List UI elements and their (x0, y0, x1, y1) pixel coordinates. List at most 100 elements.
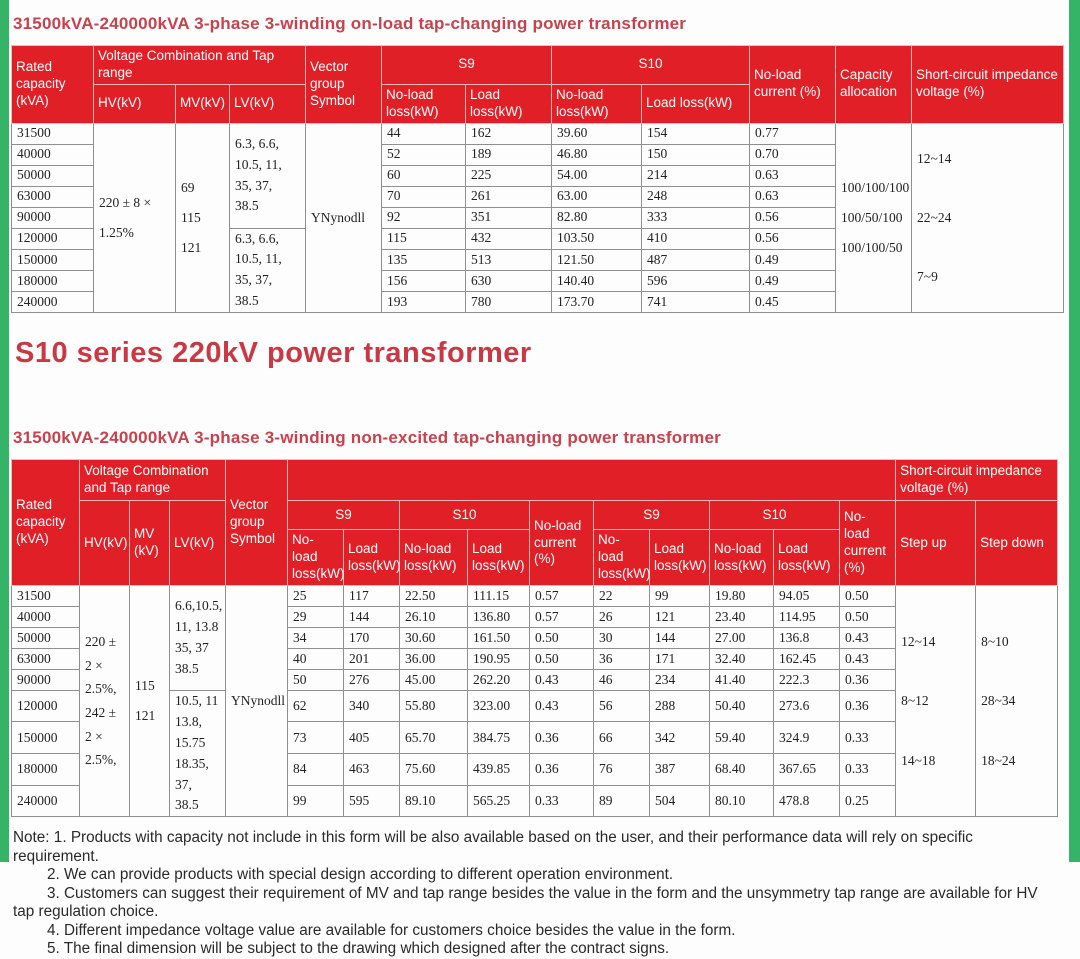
value-cell: 0.33 (529, 784, 595, 818)
value-cell: 0.43 (529, 689, 595, 723)
value-cell: 162 (465, 122, 553, 145)
on-load-table-header: Rated capacity (kVA) Voltage Combination… (11, 45, 1065, 124)
value-cell: 39.60 (551, 122, 643, 145)
value-cell: 0.57 (529, 605, 595, 628)
value-cell: 0.36 (839, 689, 897, 723)
table-row: 120000 6.3, 6.6, 10.5, 11, 35, 37, 38.5 11… (11, 227, 1064, 314)
value-cell: 50.40 (709, 689, 775, 723)
value-cell: 36.00 (399, 647, 469, 670)
value-cell: 94.05 (773, 584, 841, 607)
capacity-allocation-value: 100/100/100 100/50/100 100/100/50 (835, 122, 913, 314)
table-row: 31500 220 ± 8 × 1.25% 69 115 121 6.3, 6.6, … (11, 122, 1065, 314)
value-cell: 0.36 (529, 721, 595, 755)
rated-capacity-value: 240000 (11, 784, 80, 818)
value-cell: 30 (593, 626, 651, 649)
value-cell: 0.25 (839, 784, 897, 818)
value-cell: 0.43 (529, 668, 595, 691)
value-cell: 0.50 (839, 584, 897, 607)
value-cell: 248 (641, 185, 751, 208)
rated-capacity-value: 90000 (11, 668, 80, 691)
rated-capacity-value: 180000 (11, 753, 80, 786)
table-row: 240000 99 595 89.10 565.25 0.33 89 504 80.10 478.… (11, 784, 1058, 818)
value-cell: 135 (381, 248, 467, 271)
green-border-left (0, 0, 9, 862)
value-cell: 201 (343, 647, 401, 670)
value-cell: 154 (641, 122, 751, 145)
step-down-value: 8~10 28~34 18~24 (975, 584, 1059, 818)
rated-capacity-value: 90000 (11, 206, 94, 229)
value-cell: 99 (649, 584, 711, 607)
value-cell: 80.10 (709, 784, 775, 818)
col-s9-no-load-loss-1: No-load loss(kW) (287, 529, 345, 586)
value-cell: 487 (641, 248, 751, 271)
value-cell: 596 (641, 269, 751, 293)
table-row: 40000 52 189 46.80 150 0.70 (11, 143, 1064, 166)
hv-value: 220 ± 8 × 1.25% (93, 122, 176, 314)
non-excited-table-body: 31500 220 ± 2 × 2.5%, 242 ± 2 × 2.5%, 115 … (11, 584, 1059, 818)
on-load-table-title: 31500kVA-240000kVA 3-phase 3-winding on-… (13, 14, 687, 33)
value-cell: 405 (343, 721, 401, 755)
vector-group-value: YNynodll (305, 122, 383, 314)
value-cell: 432 (465, 227, 553, 250)
col-s9-load-loss: Load loss(kW) (465, 83, 553, 124)
lv-value-top: 6.3, 6.6, 10.5, 11, 35, 37, 38.5 (228, 122, 307, 229)
value-cell: 323.00 (467, 689, 531, 723)
value-cell: 780 (465, 291, 553, 314)
lv-value-top: 6.6,10.5, 11, 13.8 35, 37 38.5 (168, 584, 227, 691)
col-s9-group: S9 (381, 45, 553, 85)
value-cell: 70 (381, 185, 467, 208)
value-cell: 23.40 (709, 605, 775, 628)
value-cell: 30.60 (399, 626, 469, 649)
col-no-load-current-2: No-load current (%) (839, 500, 897, 586)
table-row: 63000 70 261 63.00 248 0.63 (11, 185, 1064, 208)
series-heading: S10 series 220kV power transformer (15, 337, 532, 370)
value-cell: 76 (593, 753, 651, 786)
mv-value: 69 115 121 (175, 122, 230, 314)
value-cell: 36 (593, 647, 651, 670)
value-cell: 59.40 (709, 721, 775, 755)
value-cell: 340 (343, 689, 401, 723)
value-cell: 261 (465, 185, 553, 208)
value-cell: 50 (287, 668, 345, 691)
hv-value: 220 ± 2 × 2.5%, 242 ± 2 × 2.5%, (79, 584, 130, 818)
rated-capacity-value: 240000 (11, 291, 94, 314)
value-cell: 117 (343, 584, 401, 607)
value-cell: 92 (381, 206, 467, 229)
col-mv: MV(kV) (175, 83, 230, 124)
value-cell: 46.80 (551, 143, 643, 166)
table-row: 90000 92 351 82.80 333 0.56 (11, 206, 1064, 229)
value-cell: 22.50 (399, 584, 469, 607)
value-cell: 193 (381, 291, 467, 314)
value-cell: 0.50 (529, 626, 595, 649)
col-s10-no-load-loss-1: No-load loss(kW) (399, 529, 469, 586)
table-row: 180000 156 630 140.40 596 0.49 (11, 269, 1064, 293)
rated-capacity-value: 180000 (11, 269, 94, 293)
rated-capacity-value: 150000 (11, 721, 80, 755)
value-cell: 56 (593, 689, 651, 723)
value-cell: 89.10 (399, 784, 469, 818)
col-s10-group-2: S10 (709, 500, 841, 531)
on-load-table-body: 31500 220 ± 8 × 1.25% 69 115 121 6.3, 6.6, … (11, 122, 1065, 314)
value-cell: 41.40 (709, 668, 775, 691)
value-cell: 136.80 (467, 605, 531, 628)
note-3: 3. Customers can suggest their requireme… (13, 884, 1038, 921)
value-cell: 144 (649, 626, 711, 649)
value-cell: 262.20 (467, 668, 531, 691)
value-cell: 0.36 (529, 753, 595, 786)
col-s9-no-load-loss: No-load loss(kW) (381, 83, 467, 124)
note-1: Note: 1. Products with capacity not incl… (13, 829, 973, 865)
rated-capacity-value: 63000 (11, 647, 80, 670)
col-vector-group: Vector group Symbol (305, 45, 383, 124)
value-cell: 630 (465, 269, 553, 293)
value-cell: 367.65 (773, 753, 841, 786)
value-cell: 0.36 (839, 668, 897, 691)
value-cell: 65.70 (399, 721, 469, 755)
value-cell: 82.80 (551, 206, 643, 229)
value-cell: 114.95 (773, 605, 841, 628)
step-up-value: 12~14 8~12 14~18 (895, 584, 977, 818)
value-cell: 214 (641, 164, 751, 187)
value-cell: 150 (641, 143, 751, 166)
col-lv: LV(kV) (168, 500, 227, 586)
value-cell: 384.75 (467, 721, 531, 755)
value-cell: 189 (465, 143, 553, 166)
